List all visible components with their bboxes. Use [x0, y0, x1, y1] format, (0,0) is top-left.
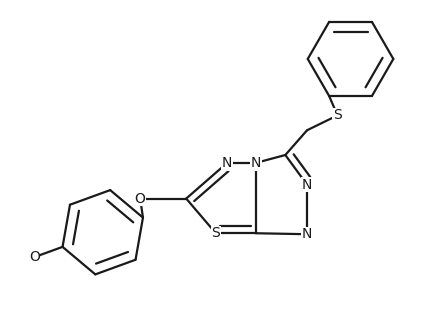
- Text: N: N: [222, 156, 232, 170]
- Text: O: O: [135, 192, 145, 206]
- Text: N: N: [302, 227, 312, 241]
- Text: S: S: [333, 108, 342, 122]
- Text: O: O: [29, 250, 40, 264]
- Text: S: S: [211, 226, 220, 240]
- Text: N: N: [302, 178, 312, 192]
- Text: N: N: [251, 156, 261, 170]
